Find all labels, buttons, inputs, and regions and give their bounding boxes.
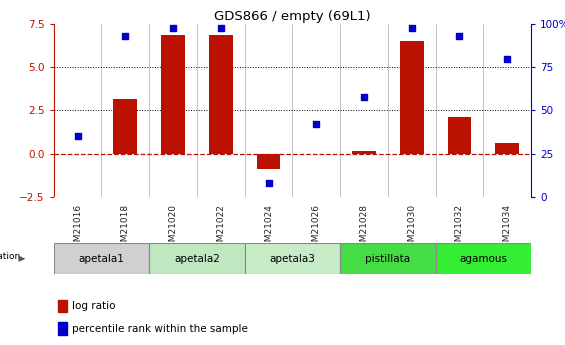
Text: GSM21034: GSM21034 [503,204,512,253]
Bar [305,154,328,155]
Point [264,180,273,186]
Text: percentile rank within the sample: percentile rank within the sample [72,324,247,334]
Bar [400,41,424,154]
Bar [257,154,280,169]
Bar [209,36,233,154]
Text: GSM21016: GSM21016 [73,204,82,253]
Bar [447,117,471,154]
Bar [340,243,436,274]
Title: GDS866 / empty (69L1): GDS866 / empty (69L1) [214,10,371,23]
Point [312,121,321,127]
Text: apetala3: apetala3 [270,254,315,264]
Point [121,33,130,39]
Bar [352,151,376,154]
Text: log ratio: log ratio [72,301,115,311]
Point [455,33,464,39]
Bar [58,300,67,313]
Text: GSM21032: GSM21032 [455,204,464,253]
Text: genotype/variation: genotype/variation [0,252,20,261]
Point [359,94,368,99]
Text: pistillata: pistillata [366,254,410,264]
Text: apetala2: apetala2 [174,254,220,264]
Text: GSM21018: GSM21018 [121,204,130,253]
Bar [161,34,185,154]
Text: GSM21026: GSM21026 [312,204,321,253]
Point [168,25,177,30]
Text: GSM21022: GSM21022 [216,204,225,253]
Bar [114,99,137,154]
Point [216,25,225,30]
Bar [149,243,245,274]
Point [73,134,82,139]
Text: GSM21028: GSM21028 [359,204,368,253]
Bar [496,143,519,154]
Text: apetala1: apetala1 [79,254,124,264]
Text: agamous: agamous [459,254,507,264]
Point [407,25,416,30]
Bar [245,243,340,274]
Text: GSM21030: GSM21030 [407,204,416,253]
Text: GSM21024: GSM21024 [264,204,273,253]
Bar [58,322,67,335]
Point [503,56,512,61]
Bar [436,243,531,274]
Bar [54,243,149,274]
Text: GSM21020: GSM21020 [168,204,177,253]
